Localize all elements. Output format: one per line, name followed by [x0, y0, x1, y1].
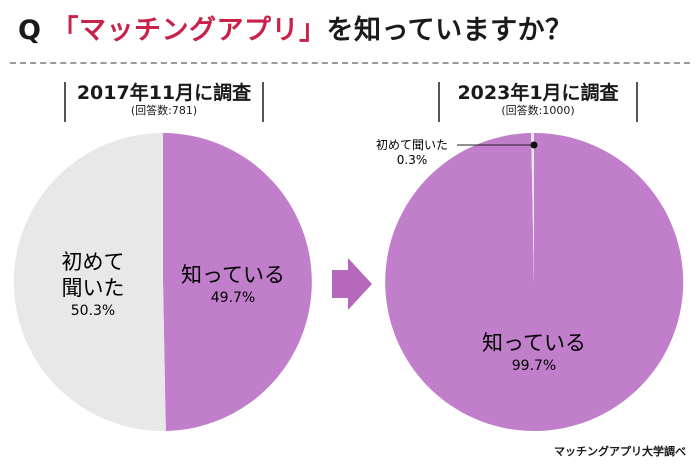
- source-credit: マッチングアプリ大学調べ: [554, 445, 686, 458]
- response-count-2023: (回答数:1000): [501, 104, 575, 117]
- dashed-divider: [10, 62, 690, 64]
- survey-period-2023: 2023年1月に調査 (回答数:1000): [438, 82, 638, 122]
- c1-heard-label-line1: 初めて: [62, 250, 125, 274]
- c2-heard-label: 初めて聞いた: [376, 138, 448, 152]
- survey-period-2017: 2017年11月に調査 (回答数:781): [64, 82, 264, 122]
- pie-slice-heard: [531, 133, 534, 282]
- c1-heard-value: 50.3%: [71, 303, 115, 319]
- pie-slice-aware: [163, 133, 312, 431]
- response-count-2017: (回答数:781): [130, 104, 198, 117]
- pie-chart-2017: [13, 132, 312, 431]
- c1-aware-label: 知っている: [181, 263, 285, 287]
- arrow-right-icon: [332, 258, 372, 310]
- pie-slice-aware: [385, 132, 684, 431]
- pie-slice-heard: [13, 132, 166, 431]
- c2-heard-value: 0.3%: [397, 153, 428, 167]
- question-keyword: 「マッチングアプリ」: [51, 15, 327, 46]
- question-suffix: を知っていますか？: [326, 15, 573, 46]
- c2-aware-label: 知っている: [482, 331, 586, 355]
- question-title: Q 「マッチングアプリ」を知っていますか？: [18, 8, 573, 47]
- c2-aware-value: 99.7%: [512, 358, 556, 374]
- c1-heard-label-line2: 聞いた: [62, 276, 125, 300]
- pie-chart-2023: [385, 132, 684, 431]
- c2-heard-leader-dot: [530, 141, 538, 149]
- survey-date-2017: 2017年11月に調査: [76, 82, 252, 104]
- c1-aware-value: 49.7%: [211, 290, 255, 306]
- question-prefix: Q: [18, 15, 42, 46]
- survey-date-2023: 2023年1月に調査: [457, 82, 619, 104]
